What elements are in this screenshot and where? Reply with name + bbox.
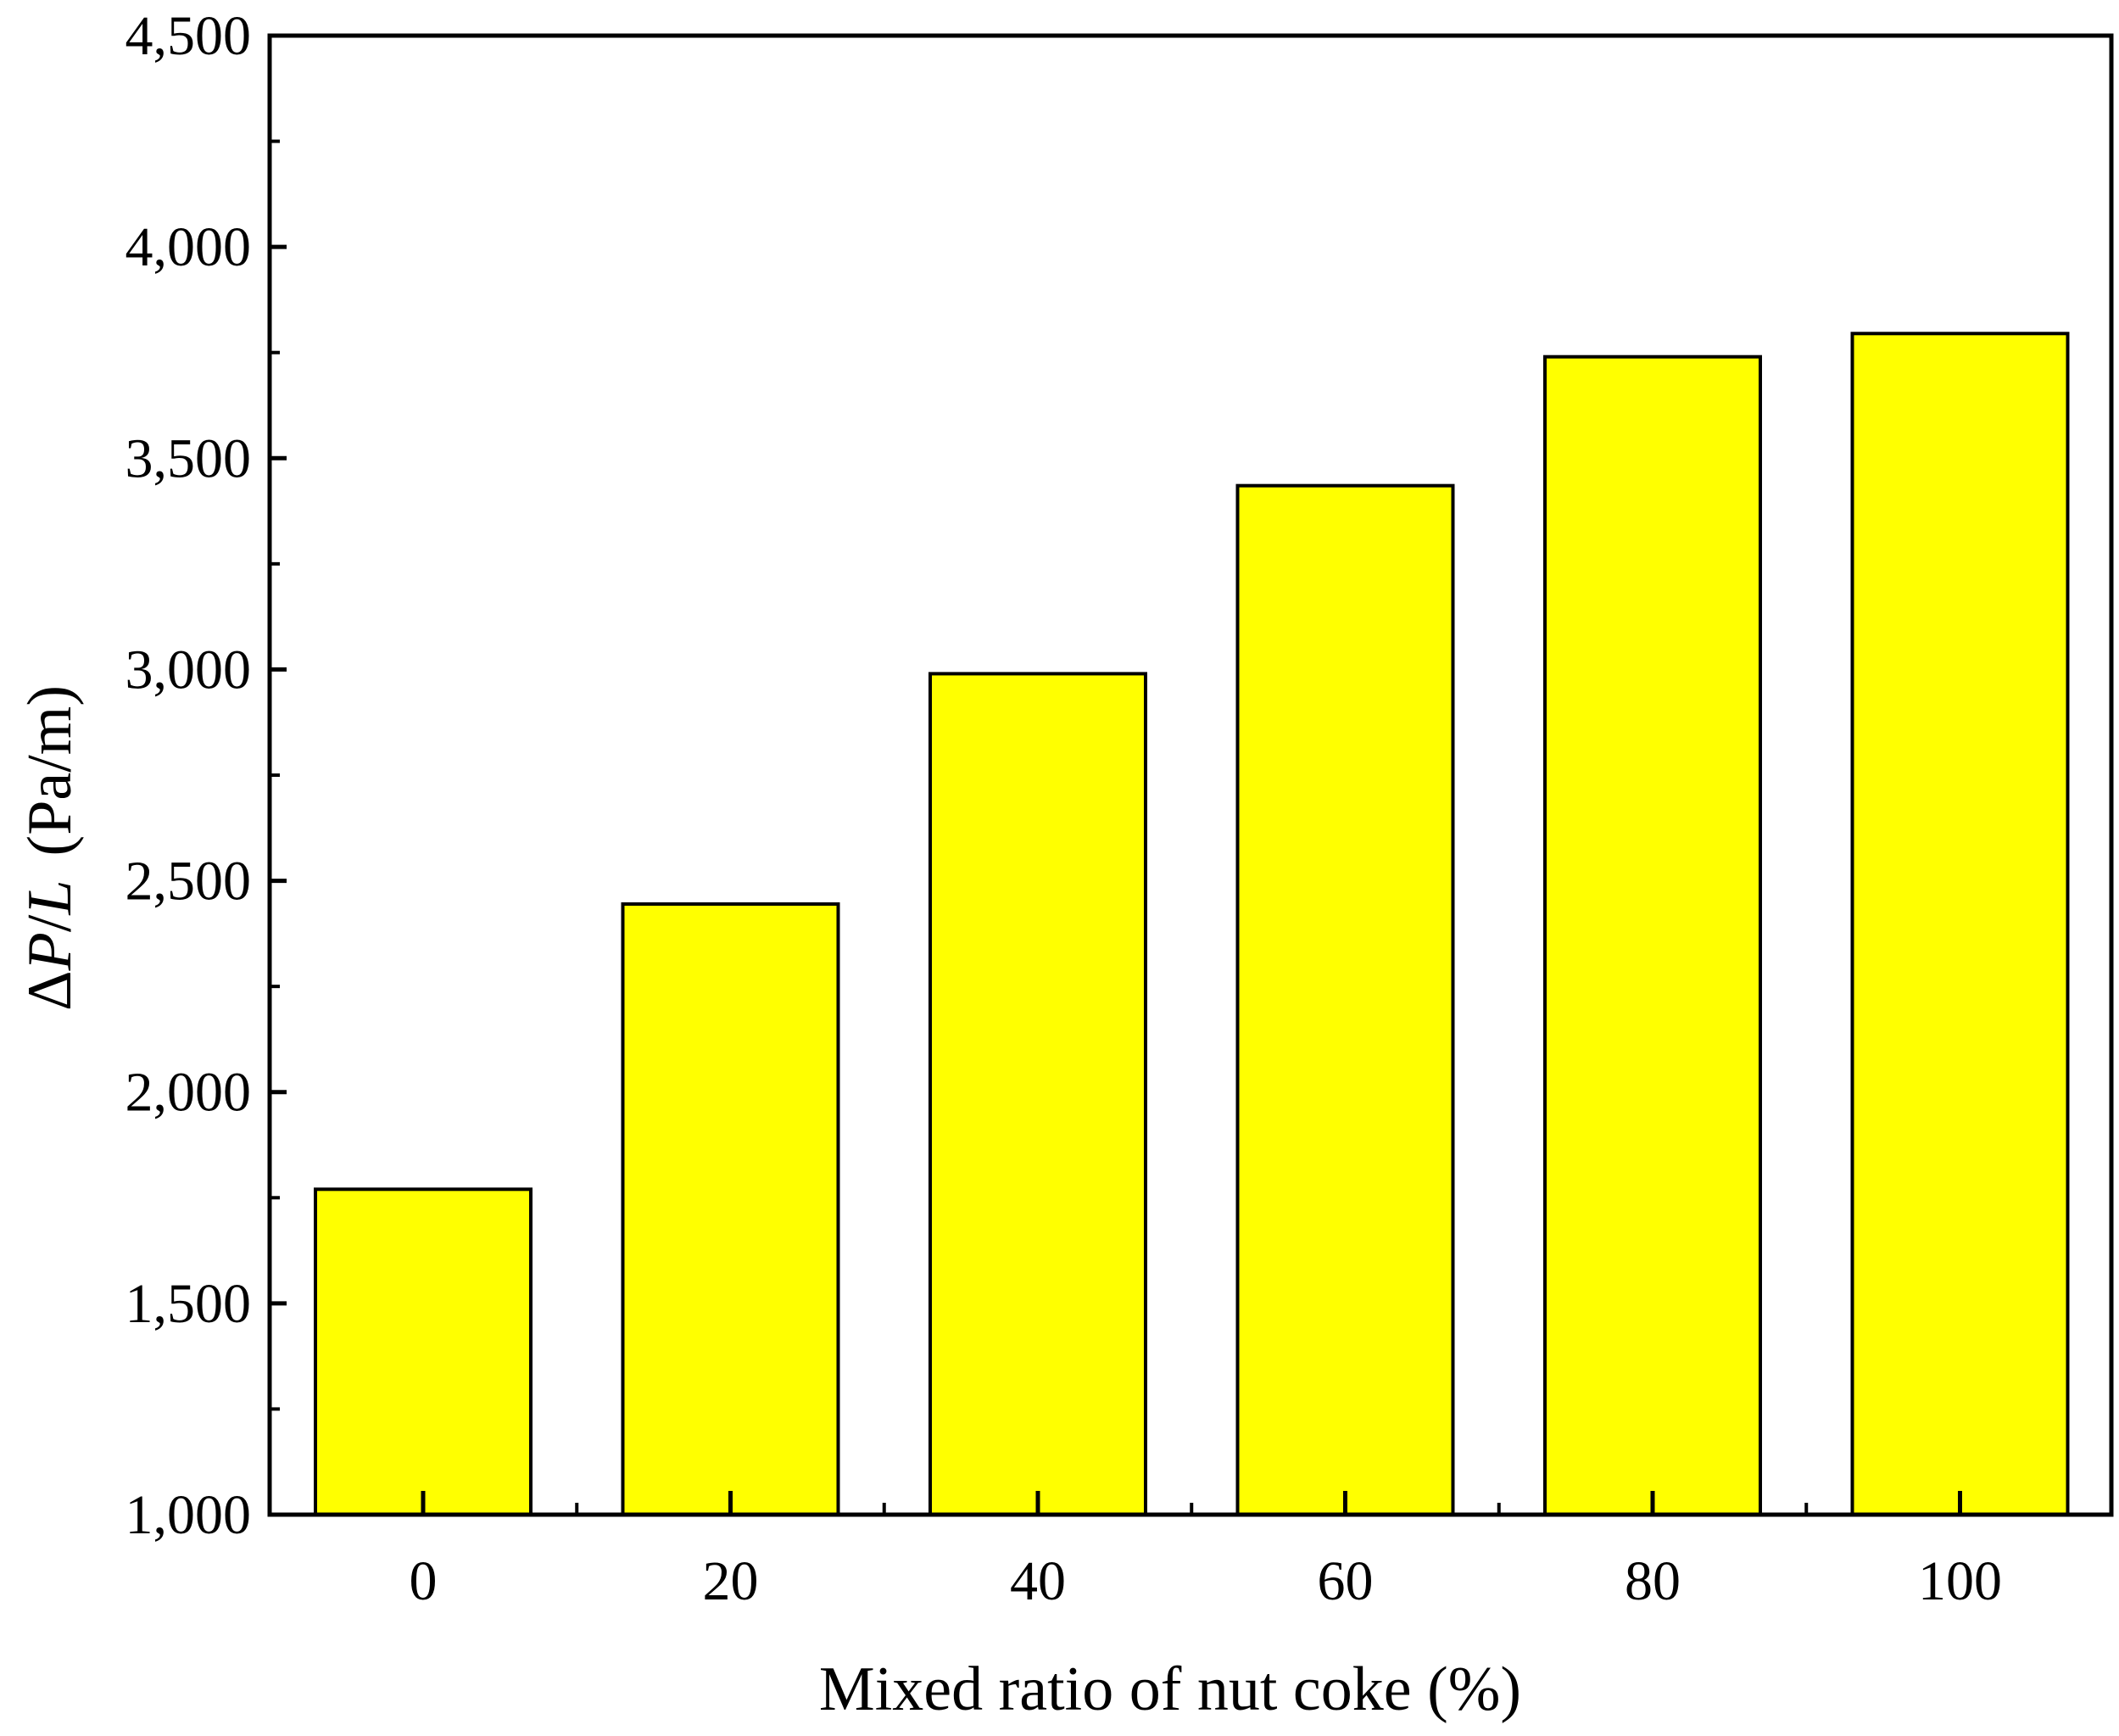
y-tick-label: 3,000 [125,639,252,701]
labels-layer: 1,000 1,500 2,000 2,500 3,000 3,500 4,000 4,500… [125,5,2003,1612]
y-axis-title: ΔP/L (Pa/m) [15,685,85,1011]
bar-100 [1850,332,2070,1517]
y-axis-title-unit: (Pa/m) [15,685,85,856]
bar-40 [928,672,1147,1516]
plot-frame [267,33,2114,1517]
y-axis-title-slash: / [15,914,85,932]
bar-60 [1235,483,1455,1516]
bars-layer [314,332,2070,1517]
y-tick-label: 1,000 [125,1484,252,1546]
x-tick-label: 0 [410,1550,438,1612]
y-axis-title-delta: Δ [15,970,85,1011]
axes-layer [267,33,2114,1517]
ticks-layer [270,33,1962,1517]
x-tick-label: 20 [703,1550,759,1612]
bar-20 [621,901,840,1516]
bar-0 [314,1187,533,1516]
y-tick-label: 1,500 [125,1273,252,1335]
y-axis-title-p: P [15,932,85,971]
y-tick-label: 4,000 [125,216,252,278]
y-tick-label: 3,500 [125,427,252,489]
y-axis-title-l: L [15,879,85,915]
y-tick-label: 4,500 [125,5,252,67]
y-tick-label: 2,000 [125,1062,252,1124]
x-tick-label: 60 [1318,1550,1374,1612]
x-axis-title: Mixed ratio of nut coke (%) [819,1655,1521,1724]
y-tick-label: 2,500 [125,851,252,913]
x-tick-label: 40 [1010,1550,1066,1612]
x-tick-label: 100 [1918,1550,2002,1612]
x-tick-label: 80 [1625,1550,1681,1612]
bar-80 [1543,354,1762,1516]
